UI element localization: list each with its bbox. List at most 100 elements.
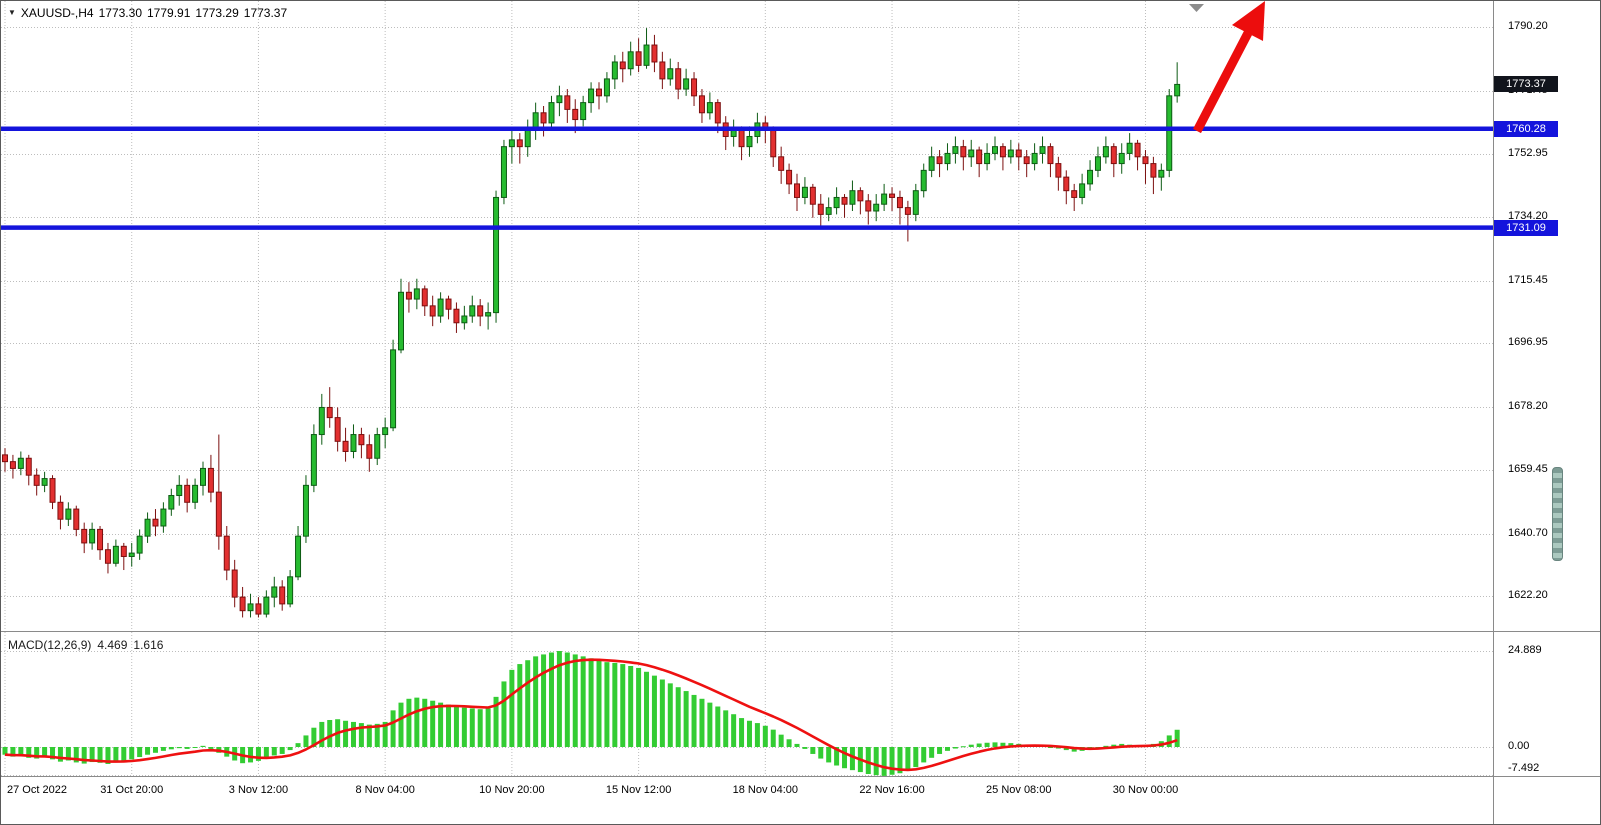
candle — [469, 295, 476, 323]
macd-axis[interactable]: 24.889 0.00 -7.492 — [1494, 632, 1600, 776]
candle — [65, 502, 72, 526]
candle — [461, 305, 468, 330]
candle — [564, 89, 571, 123]
macd-bar — [350, 721, 356, 747]
macd-bar — [525, 660, 531, 747]
time-axis[interactable]: 27 Oct 2022 31 Oct 20:00 3 Nov 12:00 8 Nov … — [1, 777, 1600, 824]
macd-bar — [960, 746, 966, 748]
indicator-label: MACD(12,26,9) 4.469 1.616 — [8, 638, 169, 652]
trend-arrow[interactable] — [1193, 1, 1265, 134]
macd-bar — [556, 651, 562, 747]
macd-bar — [509, 669, 515, 747]
macd-bar — [311, 727, 317, 747]
macd-bar — [501, 681, 507, 747]
candle — [1063, 170, 1070, 205]
candle — [453, 302, 460, 333]
candle — [485, 302, 492, 330]
time-axis-label: 25 Nov 08:00 — [986, 784, 1052, 796]
candle — [825, 197, 832, 222]
macd-bar — [984, 742, 990, 747]
macd-bar — [612, 662, 618, 747]
candle — [279, 580, 286, 611]
candle — [960, 139, 967, 171]
hline-price-tag[interactable]: 1760.28 — [1494, 120, 1558, 137]
macd-bar — [754, 723, 760, 747]
candle — [358, 427, 365, 459]
candle — [675, 61, 682, 100]
macd-bar — [572, 654, 578, 747]
price-axis-label: 1678.20 — [1508, 399, 1548, 412]
candle — [508, 129, 515, 164]
candle — [342, 427, 349, 462]
macd-bar — [620, 664, 626, 747]
symbol-period: XAUUSD-,H4 — [20, 6, 94, 20]
macd-bar — [921, 747, 927, 763]
macd-bar — [849, 747, 855, 771]
price-chart[interactable] — [1, 1, 1493, 632]
macd-bar — [897, 747, 903, 774]
macd-bar — [667, 683, 673, 747]
panel-separator[interactable] — [1, 631, 1600, 632]
candle — [33, 468, 40, 496]
macd-bar — [42, 747, 48, 758]
time-axis-label: 8 Nov 04:00 — [355, 784, 415, 796]
macd-bar — [438, 702, 444, 747]
macd-bar — [968, 744, 974, 747]
macd-bar — [865, 747, 871, 774]
macd-bar — [398, 702, 404, 747]
candle — [1039, 136, 1046, 164]
candle — [611, 55, 618, 90]
macd-bar — [810, 747, 816, 754]
macd-bar — [1166, 735, 1172, 747]
macd-bar — [287, 747, 293, 751]
candle — [120, 542, 127, 571]
macd-bar — [10, 747, 16, 757]
macd-bar — [1174, 729, 1180, 747]
candle — [263, 590, 270, 618]
candle — [49, 475, 56, 510]
candles-layer — [2, 28, 1181, 618]
macd-bar — [18, 747, 24, 756]
macd-bar — [651, 675, 657, 747]
macd-bar — [319, 721, 325, 747]
macd-bar — [485, 708, 491, 747]
scrollbar-thumb[interactable] — [1552, 467, 1563, 561]
candle — [532, 102, 539, 140]
macd-bar — [802, 747, 808, 749]
macd-bar — [596, 660, 602, 747]
macd-bar — [160, 747, 166, 751]
macd-bar — [1063, 747, 1069, 751]
macd-bar — [390, 710, 396, 747]
candle — [73, 505, 80, 537]
candle — [1094, 146, 1101, 178]
macd-bar — [873, 747, 879, 776]
candle — [920, 163, 927, 198]
macd-bar — [89, 747, 95, 763]
candle — [287, 570, 294, 608]
macd-bar — [778, 734, 784, 747]
macd-bar — [644, 671, 650, 747]
macd-bar — [976, 743, 982, 747]
candle — [112, 539, 119, 567]
candle — [295, 526, 302, 581]
macd-bar — [762, 725, 768, 747]
macd-histogram — [2, 651, 1180, 776]
macd-bar — [446, 704, 452, 747]
price-axis[interactable]: 1790.201771.451752.951734.201715.451696.… — [1494, 1, 1600, 631]
macd-bar — [739, 718, 745, 747]
candle — [160, 502, 167, 533]
candle — [239, 586, 246, 618]
macd-bar — [73, 747, 79, 763]
time-axis-label: 3 Nov 12:00 — [228, 784, 289, 796]
candle — [421, 285, 428, 316]
hline-price-tag[interactable]: 1731.09 — [1494, 219, 1558, 236]
ohlc-close: 1773.37 — [243, 6, 288, 20]
macd-bar — [461, 707, 467, 747]
macd-chart[interactable] — [1, 632, 1493, 776]
macd-bar — [477, 709, 483, 747]
candle — [1126, 133, 1133, 161]
time-axis-separator — [1, 776, 1600, 777]
candle — [896, 190, 903, 225]
price-axis-label: 1696.95 — [1508, 336, 1548, 349]
price-axis-label: 1622.20 — [1508, 589, 1548, 602]
